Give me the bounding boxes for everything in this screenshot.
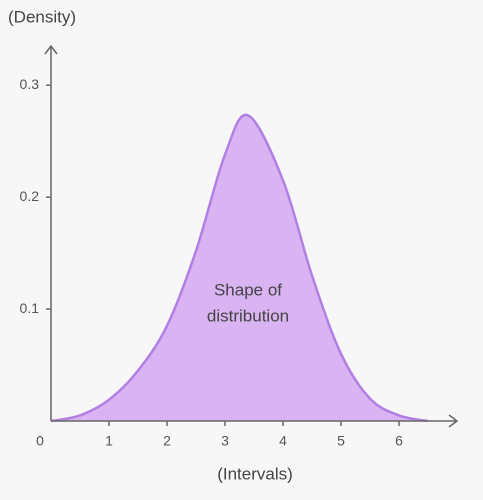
x-tick-label: 2 xyxy=(163,433,171,449)
y-tick-label: 0.1 xyxy=(20,300,40,316)
y-axis-label: (Density) xyxy=(8,7,76,26)
curve xyxy=(50,113,429,423)
x-tick-label: 3 xyxy=(221,433,229,449)
x-tick-label: 1 xyxy=(105,433,113,449)
area xyxy=(51,114,428,422)
x-tick-label: 0 xyxy=(36,433,44,449)
annotation: distribution xyxy=(207,306,289,325)
x-axis-label: (Intervals) xyxy=(217,464,293,483)
y-tick-label: 0.3 xyxy=(20,76,40,92)
y-tick-label: 0.2 xyxy=(20,188,40,204)
x-arrow xyxy=(448,414,459,428)
x-tick-label: 4 xyxy=(279,433,287,449)
annotation: Shape of xyxy=(214,280,282,299)
y-arrow xyxy=(44,44,58,55)
x-tick-label: 5 xyxy=(337,433,345,449)
x-tick-label: 6 xyxy=(395,433,403,449)
